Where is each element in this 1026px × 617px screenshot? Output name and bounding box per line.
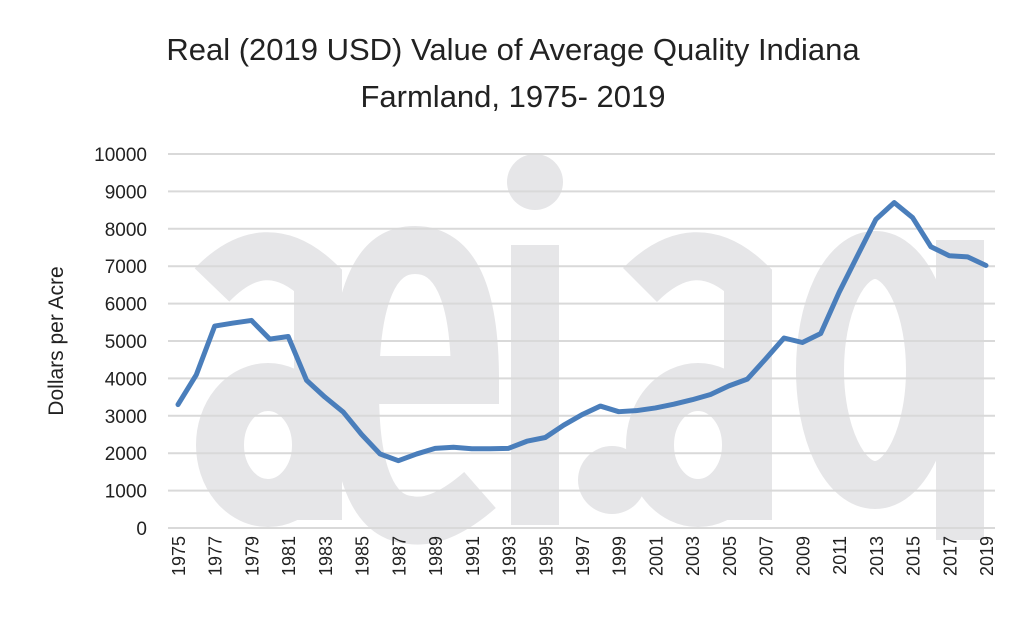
x-tick-label: 1993 (500, 536, 520, 576)
x-tick-label: 2003 (683, 536, 703, 576)
x-tick-label: 2001 (646, 536, 666, 576)
x-tick-label: 2005 (720, 536, 740, 576)
y-axis-label: Dollars per Acre (45, 266, 68, 415)
x-tick-label: 1985 (353, 536, 373, 576)
x-tick-label: 2015 (904, 536, 924, 576)
y-tick-label: 6000 (105, 295, 147, 316)
x-tick-label: 1981 (279, 536, 299, 576)
watermark-dots (507, 154, 646, 514)
x-tick-label: 2011 (830, 536, 850, 575)
y-tick-label: 4000 (105, 369, 147, 390)
x-tick-label: 2009 (793, 536, 813, 576)
y-tick-label: 8000 (105, 220, 147, 241)
y-tick-label: 5000 (105, 332, 147, 353)
chart-title-line-1: Real (2019 USD) Value of Average Quality… (166, 32, 860, 67)
x-tick-label: 1975 (169, 536, 189, 576)
y-tick-label: 0 (136, 519, 147, 540)
x-tick-label: 2013 (867, 536, 887, 576)
x-tick-label: 1997 (573, 536, 593, 576)
x-tick-label: 1995 (536, 536, 556, 576)
x-tick-label: 2007 (757, 536, 777, 576)
y-tick-label: 7000 (105, 257, 147, 278)
y-tick-label: 10000 (94, 145, 147, 166)
y-tick-label: 2000 (105, 444, 147, 465)
chart-title-line-2: Farmland, 1975- 2019 (360, 79, 665, 114)
x-tick-label: 2019 (977, 536, 997, 576)
x-tick-label: 1977 (206, 536, 226, 576)
x-tick-label: 1991 (463, 536, 483, 576)
x-tick-label: 1999 (610, 536, 630, 576)
y-tick-label: 9000 (105, 182, 147, 203)
x-tick-label: 1983 (316, 536, 336, 576)
y-tick-label: 1000 (105, 482, 147, 503)
x-tick-label: 1987 (389, 536, 409, 576)
x-tick-label: 1979 (242, 536, 262, 576)
x-tick-label: 1989 (426, 536, 446, 576)
x-tick-label: 2017 (940, 536, 960, 576)
y-tick-label: 3000 (105, 407, 147, 428)
